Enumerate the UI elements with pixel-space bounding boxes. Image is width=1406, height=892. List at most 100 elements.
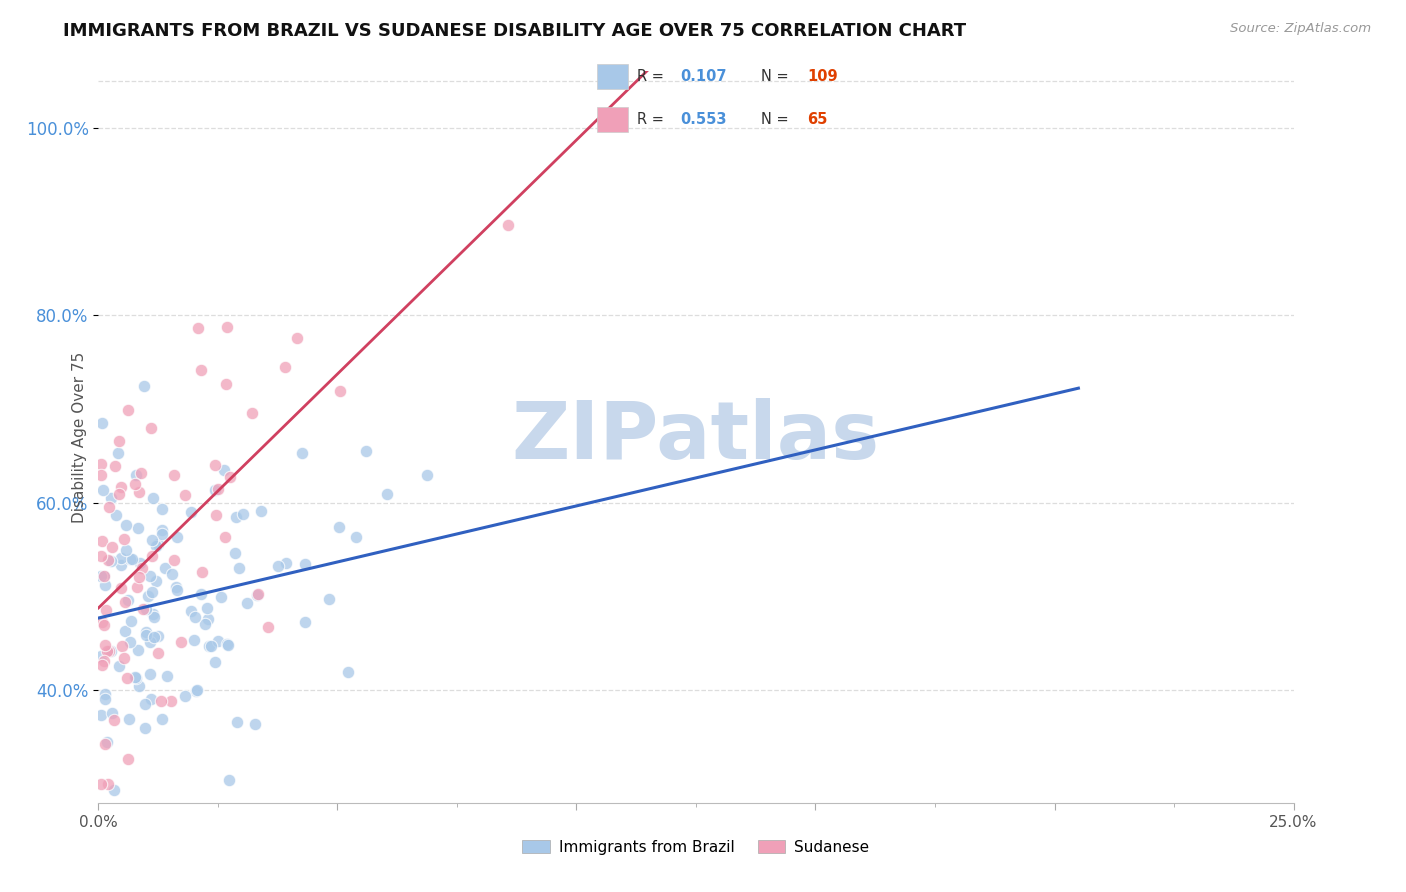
Point — [224, 546, 246, 560]
Point — [131, 561, 153, 575]
Point — [143, 609, 166, 624]
Point — [170, 635, 193, 649]
Point — [97, 500, 120, 514]
Point — [180, 505, 202, 519]
Point — [107, 434, 129, 448]
Point — [375, 487, 398, 501]
Point — [209, 590, 232, 604]
Point — [90, 457, 112, 471]
Point — [103, 459, 125, 474]
Point — [128, 570, 150, 584]
Point — [145, 539, 167, 553]
Bar — [596, 107, 627, 132]
Point — [166, 583, 188, 598]
Point — [190, 565, 212, 579]
Point — [120, 614, 142, 628]
Point — [127, 643, 149, 657]
Point — [90, 569, 112, 583]
Point — [163, 553, 186, 567]
Point — [117, 593, 139, 607]
Point — [207, 633, 229, 648]
Text: Source: ZipAtlas.com: Source: ZipAtlas.com — [1230, 22, 1371, 36]
Point — [215, 637, 238, 651]
Point — [197, 612, 219, 626]
Point — [90, 657, 112, 672]
Point — [294, 557, 316, 571]
Point — [103, 713, 125, 727]
Point — [204, 483, 226, 498]
Point — [416, 467, 439, 482]
Point — [138, 568, 160, 582]
Point — [186, 684, 208, 698]
Point — [120, 551, 142, 566]
Point — [125, 467, 148, 482]
Point — [150, 694, 173, 708]
Point — [276, 556, 298, 570]
Point — [150, 501, 173, 516]
Point — [97, 777, 120, 791]
Point — [141, 692, 163, 706]
Point — [174, 689, 197, 703]
Text: 0.107: 0.107 — [681, 70, 727, 84]
Point — [103, 783, 125, 797]
Point — [228, 560, 250, 574]
Point — [124, 670, 146, 684]
Point — [153, 561, 176, 575]
Point — [165, 580, 187, 594]
Point — [291, 445, 314, 459]
Point — [240, 406, 263, 420]
Point — [125, 580, 148, 594]
Point — [135, 602, 157, 616]
Point — [141, 533, 163, 547]
Point — [274, 360, 297, 375]
Point — [183, 632, 205, 647]
Point — [101, 540, 124, 554]
Point — [142, 607, 165, 622]
Text: R =: R = — [637, 70, 668, 84]
Point — [173, 488, 195, 502]
Point — [93, 577, 115, 591]
Point — [235, 595, 257, 609]
Point — [217, 638, 239, 652]
Point — [127, 521, 149, 535]
Point — [90, 777, 112, 791]
Point — [90, 707, 112, 722]
Point — [204, 458, 226, 472]
Point — [93, 569, 115, 583]
Point — [180, 604, 202, 618]
Text: 0.553: 0.553 — [681, 112, 727, 127]
Point — [198, 639, 221, 653]
Point — [90, 615, 112, 629]
Point — [120, 634, 142, 648]
Text: ZIPatlas: ZIPatlas — [512, 398, 880, 476]
Point — [200, 639, 222, 653]
Point — [94, 686, 117, 700]
Point — [218, 773, 240, 788]
Point — [129, 466, 152, 480]
Point — [90, 549, 112, 563]
Point — [110, 551, 132, 566]
Point — [354, 444, 377, 458]
Point — [110, 558, 132, 573]
Point — [139, 667, 162, 681]
Point — [146, 646, 169, 660]
Point — [184, 610, 207, 624]
Point — [166, 530, 188, 544]
Point — [141, 549, 163, 564]
Point — [96, 735, 118, 749]
Point — [132, 602, 155, 616]
Point — [156, 669, 179, 683]
Y-axis label: Disability Age Over 75: Disability Age Over 75 — [72, 351, 87, 523]
Point — [247, 587, 270, 601]
Point — [93, 568, 115, 582]
Point — [107, 446, 129, 460]
Point — [249, 504, 271, 518]
Point — [204, 655, 226, 669]
Point — [190, 587, 212, 601]
Point — [118, 712, 141, 726]
Point — [90, 649, 112, 664]
Point — [257, 620, 280, 634]
Point — [93, 618, 115, 632]
Point — [114, 595, 136, 609]
Point — [110, 582, 132, 596]
